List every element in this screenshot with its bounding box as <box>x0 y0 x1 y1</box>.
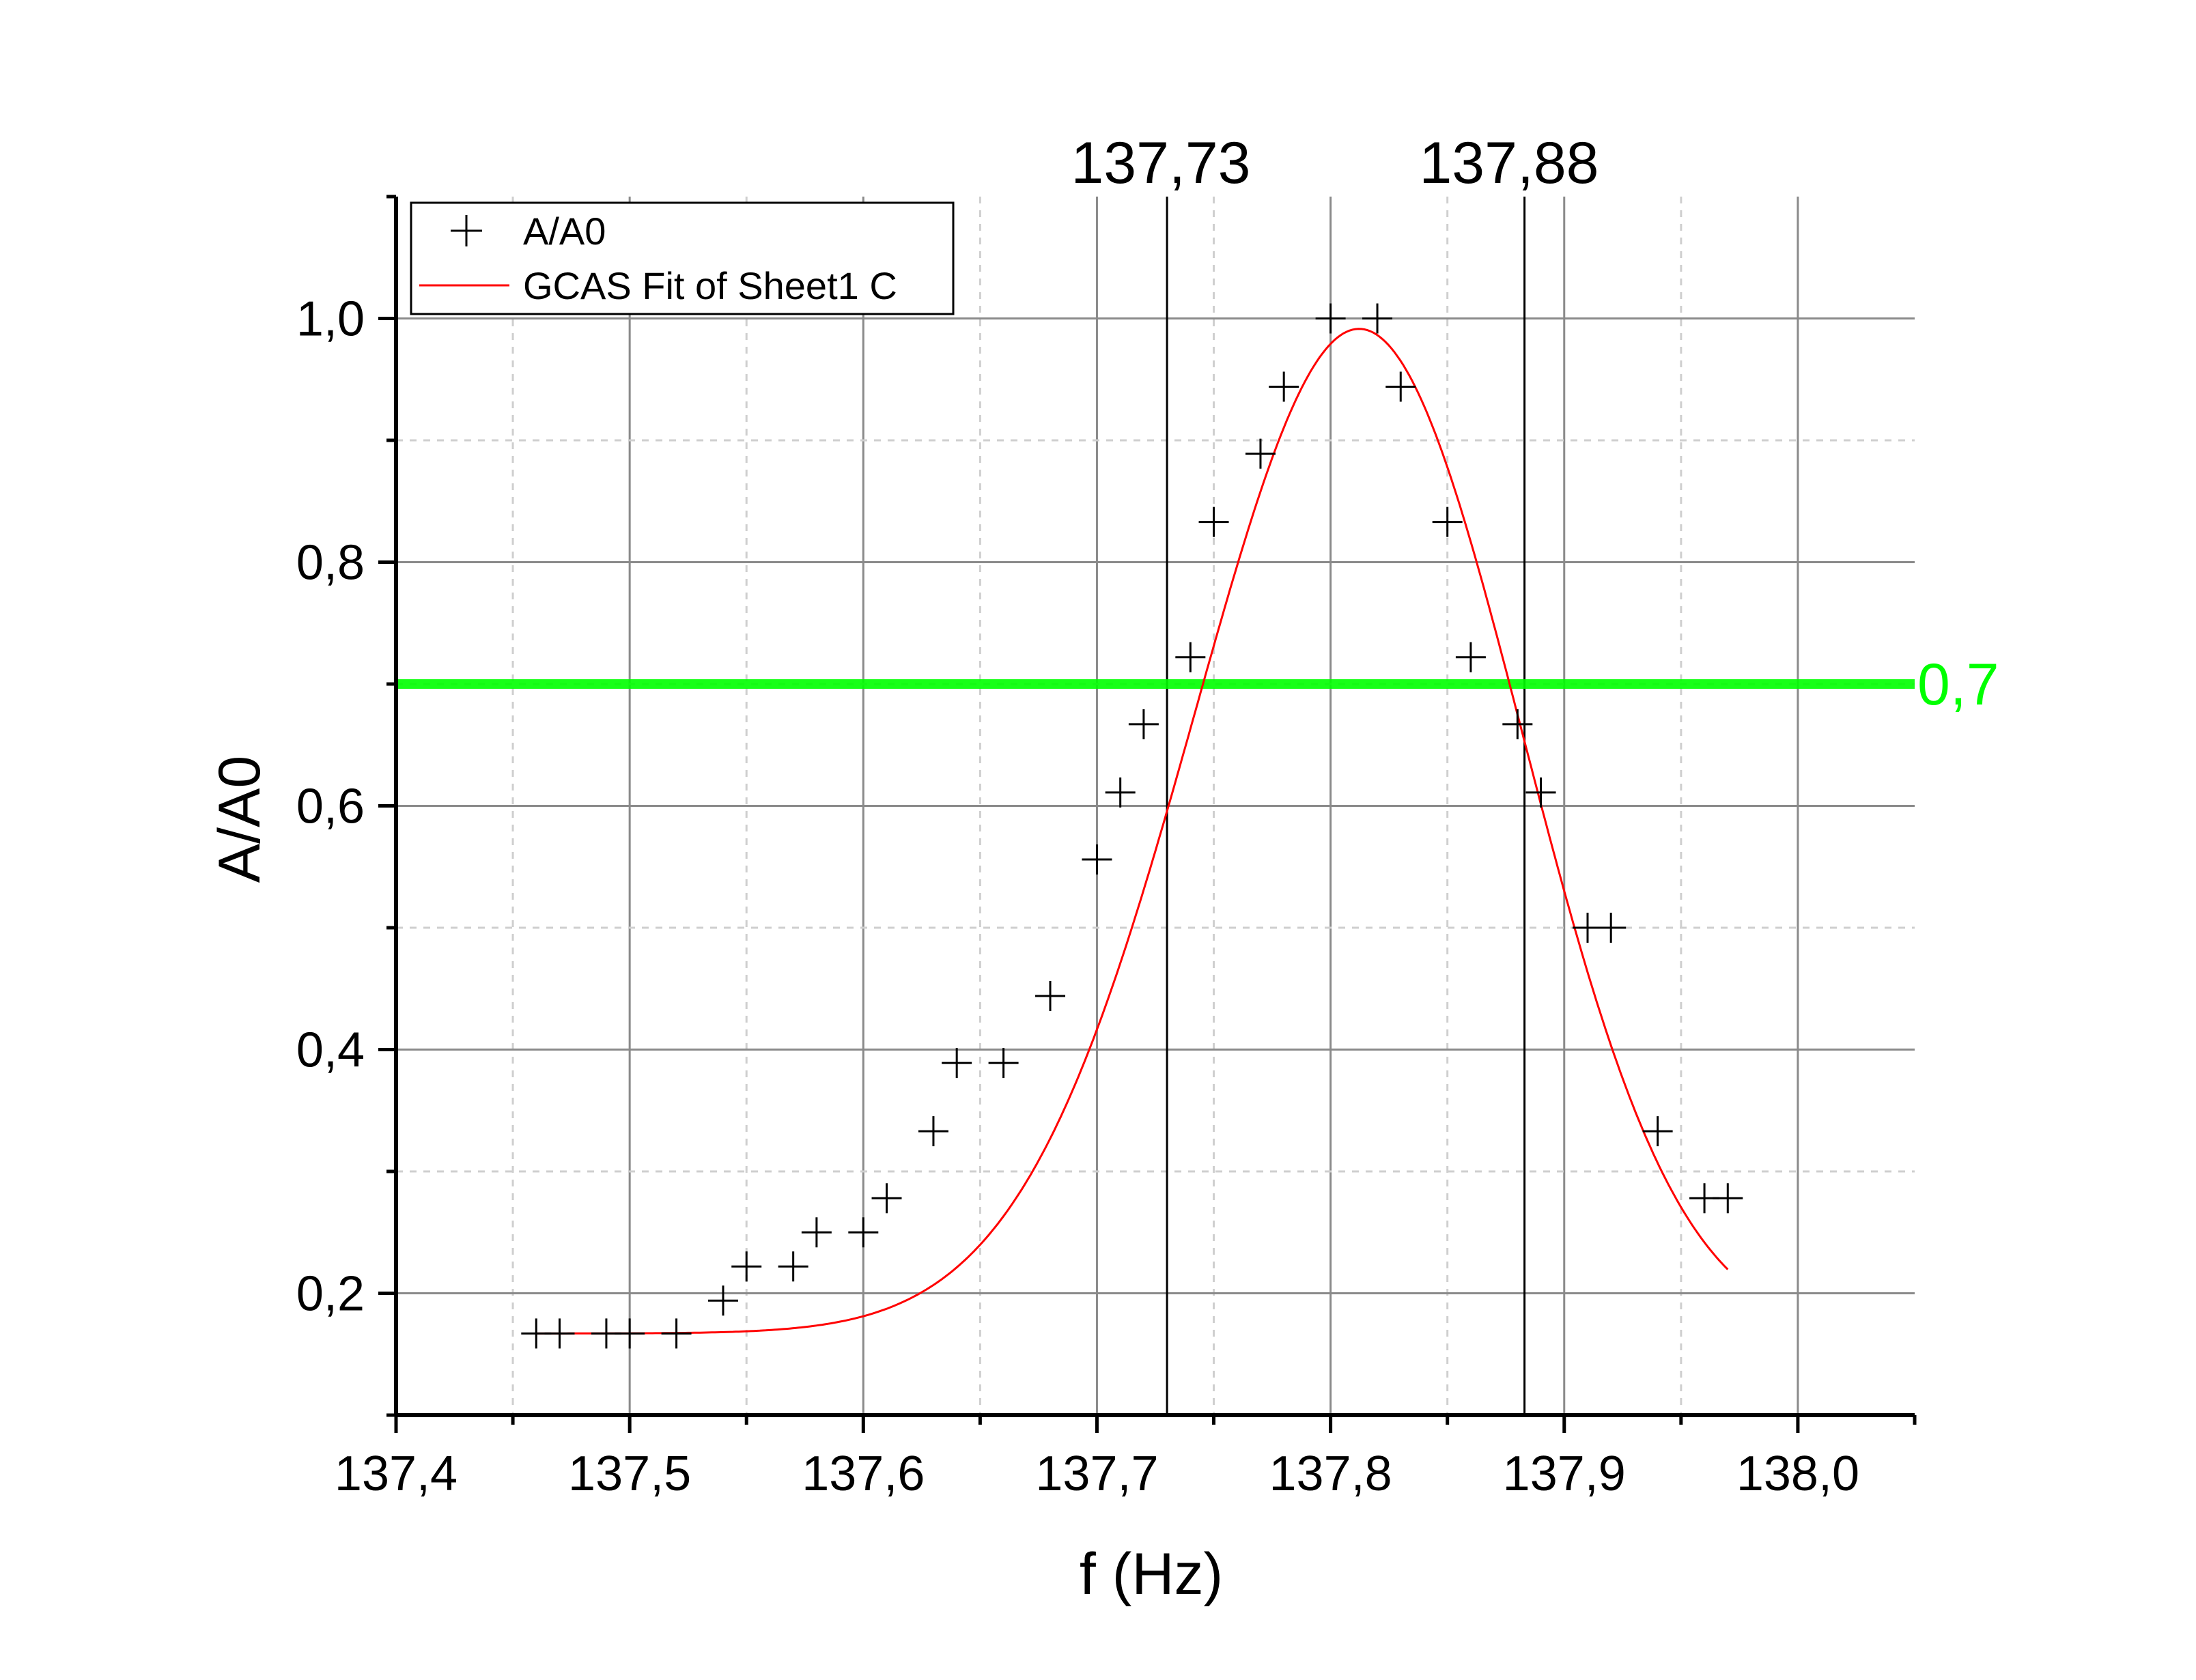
data-point <box>871 1183 902 1214</box>
data-point <box>708 1285 739 1316</box>
data-point <box>942 1048 972 1079</box>
x-tick-label: 137,6 <box>802 1447 925 1501</box>
data-point <box>661 1318 692 1349</box>
legend-label-data: A/A0 <box>523 210 606 253</box>
fit-curve-group <box>536 328 1729 1335</box>
data-points <box>521 303 1743 1349</box>
x-tick-label: 137,8 <box>1269 1447 1392 1501</box>
data-point <box>1245 438 1276 469</box>
grid-lines <box>395 197 1915 1415</box>
data-point <box>1362 303 1393 334</box>
data-point <box>1105 777 1136 808</box>
y-tick-label: 0,8 <box>296 536 365 590</box>
data-point <box>1128 709 1159 739</box>
threshold-label: 0,7 <box>1917 652 1999 717</box>
vertical-marker-lines <box>1166 197 1526 1415</box>
data-point <box>1082 844 1112 875</box>
data-point <box>1315 303 1346 334</box>
x-tick-label: 137,5 <box>568 1447 691 1501</box>
data-point <box>801 1217 832 1248</box>
y-tick-label: 0,2 <box>296 1267 365 1322</box>
data-point <box>1713 1183 1743 1214</box>
data-point <box>988 1048 1019 1079</box>
data-point <box>544 1318 575 1349</box>
data-point <box>615 1318 645 1349</box>
tick-labels: 137,4 137,5 137,6 137,7 137,8 137,9 138,0 0,2 0,… <box>296 292 1859 1502</box>
data-point <box>1269 371 1299 402</box>
x-tick-label: 137,9 <box>1503 1447 1626 1501</box>
y-tick-label: 0,4 <box>296 1023 365 1078</box>
x-tick-label: 137,7 <box>1035 1447 1158 1501</box>
data-point <box>848 1217 879 1248</box>
data-point <box>1642 1116 1673 1147</box>
x-tick-label: 138,0 <box>1736 1447 1859 1501</box>
data-point <box>918 1116 948 1147</box>
legend-label-fit: GCAS Fit of Sheet1 C <box>523 264 897 307</box>
legend-box <box>410 201 955 315</box>
fit-curve <box>536 328 1729 1335</box>
vline-label-right: 137,88 <box>1419 130 1599 196</box>
data-point <box>1432 507 1463 537</box>
y-axis-title: A/A0 <box>207 756 272 883</box>
y-tick-label: 1,0 <box>296 292 365 347</box>
y-tick-label: 0,6 <box>296 780 365 834</box>
data-point <box>778 1251 808 1282</box>
x-tick-label: 137,4 <box>335 1447 458 1501</box>
data-point <box>1175 642 1206 672</box>
data-point <box>731 1251 762 1282</box>
data-point <box>1455 642 1486 672</box>
data-point <box>1385 371 1416 402</box>
data-point <box>1035 980 1066 1011</box>
x-axis-title: f (Hz) <box>1080 1541 1223 1607</box>
data-point <box>1502 709 1533 739</box>
data-point <box>1198 507 1229 537</box>
data-point <box>1525 777 1556 808</box>
vline-label-left: 137,73 <box>1071 130 1250 196</box>
data-point <box>1596 913 1627 943</box>
axes <box>378 195 1917 1433</box>
legend: A/A0 GCAS Fit of Sheet1 C <box>410 201 955 315</box>
